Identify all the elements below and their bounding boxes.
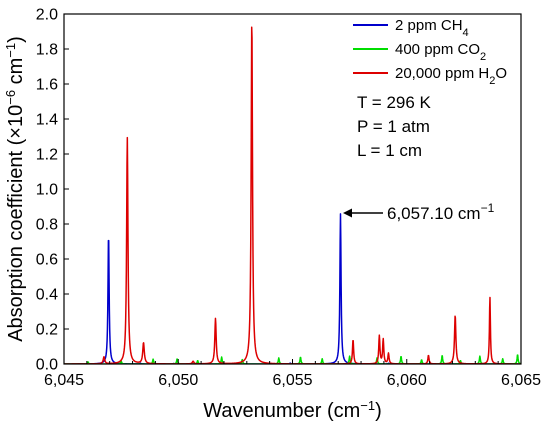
y-axis-title-sup1: −6 [3,90,18,105]
y-axis-title-sup2: −1 [3,43,18,58]
legend-label-ch4: 2 ppm CH4 [395,17,469,39]
annotation-label: 6,057.10 cm−1 [387,201,495,223]
y-tick-label: 1.0 [36,182,58,199]
condition-temperature: T = 296 K [357,93,432,112]
y-tick-label: 0.8 [36,217,58,234]
x-tick-label: 6,060 [387,372,427,389]
y-tick-label: 1.6 [36,77,58,94]
y-axis-ticks: 0.0 0.2 0.4 0.6 0.8 1.0 1.2 1.4 1.6 1.8 2.0 [36,7,69,374]
y-tick-label: 0.2 [36,322,58,339]
legend-item-ch4: 2 ppm CH4 [353,17,469,39]
y-tick-label: 0.6 [36,252,58,269]
condition-length: L = 1 cm [357,141,422,160]
legend-item-co2: 400 ppm CO2 [353,41,486,63]
x-axis-ticks: 6,045 6,050 6,055 6,060 6,065 [44,359,541,389]
y-tick-label: 1.4 [36,112,58,129]
peak-annotation: 6,057.10 cm−1 [343,201,495,223]
y-axis-title: Absorption coefficient (×10−6 cm−1) [3,36,28,342]
x-tick-label: 6,065 [501,372,541,389]
y-tick-label: 0.0 [36,357,58,374]
x-axis-title-sup: −1 [360,398,375,413]
y-tick-label: 2.0 [36,7,58,24]
x-tick-label: 6,050 [158,372,198,389]
x-axis-title: Wavenumber (cm−1) [203,398,382,423]
x-tick-label: 6,045 [44,372,84,389]
condition-pressure: P = 1 atm [357,117,430,136]
y-tick-label: 1.8 [36,42,58,59]
legend: 2 ppm CH4 400 ppm CO2 20,000 ppm H2O [353,17,507,87]
legend-label-h2o: 20,000 ppm H2O [395,65,507,87]
conditions-block: T = 296 K P = 1 atm L = 1 cm [357,93,432,160]
annotation-arrow-head [343,208,352,218]
legend-label-co2: 400 ppm CO2 [395,41,486,63]
legend-item-h2o: 20,000 ppm H2O [353,65,507,87]
x-tick-label: 6,055 [272,372,312,389]
y-tick-label: 0.4 [36,287,58,304]
y-tick-label: 1.2 [36,147,58,164]
series-line-ch4 [64,213,521,364]
